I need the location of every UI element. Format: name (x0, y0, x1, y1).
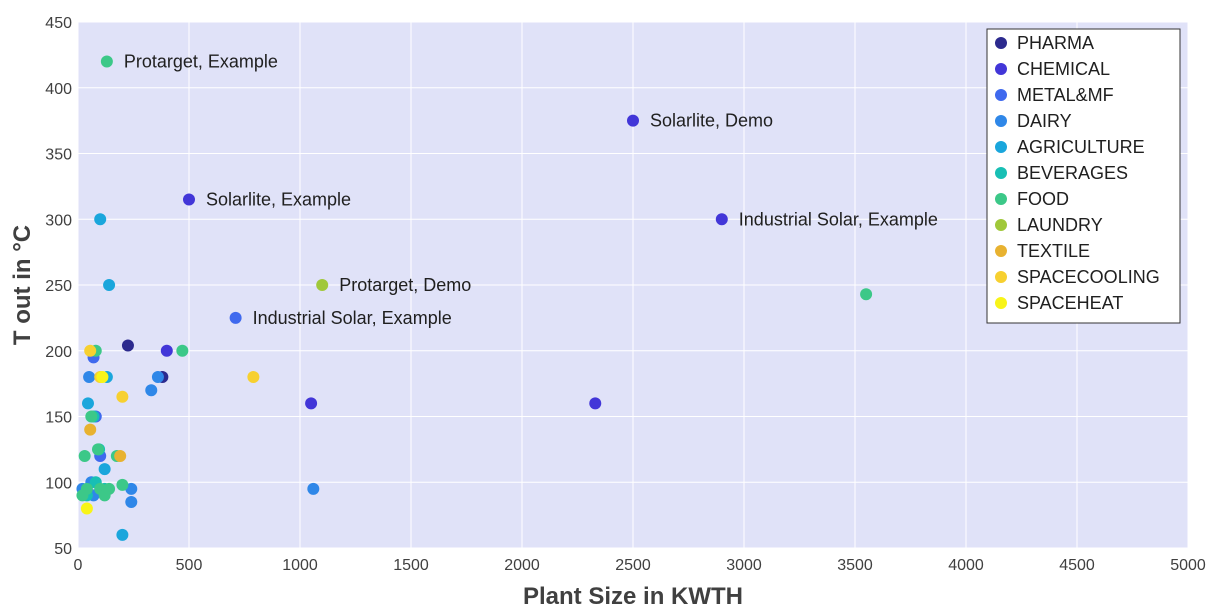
data-point-food (116, 478, 129, 491)
legend-marker (995, 245, 1007, 257)
data-point-textile (114, 449, 127, 462)
legend-entry: FOOD (1017, 189, 1069, 209)
data-point-food (78, 449, 91, 462)
annotation-label: Solarlite, Example (206, 190, 351, 210)
y-tick-label: 450 (45, 15, 72, 32)
x-tick-label: 3500 (837, 557, 873, 574)
data-point-spacecooling (247, 371, 260, 384)
data-point-food (76, 489, 89, 502)
data-point-chemical (627, 114, 639, 127)
data-point-food (103, 482, 116, 495)
legend-box (986, 28, 1181, 324)
legend-entry: DAIRY (1017, 111, 1072, 131)
legend-entry: AGRICULTURE (1017, 137, 1145, 157)
y-tick-label: 150 (45, 410, 72, 427)
legend-marker (995, 63, 1007, 75)
y-tick-label: 300 (45, 212, 72, 229)
legend-marker (995, 37, 1007, 49)
x-axis-title: Plant Size in KWTH (523, 583, 743, 608)
annotation-label: Solarlite, Demo (650, 111, 773, 131)
data-point-dairy (145, 384, 158, 397)
data-point-agriculture (103, 279, 116, 291)
data-point-spacecooling (84, 344, 97, 357)
data-point-food (176, 344, 189, 357)
legend-marker (995, 193, 1007, 205)
data-point-agriculture (81, 397, 94, 410)
legend-entry: TEXTILE (1017, 241, 1090, 261)
legend-marker (995, 219, 1007, 231)
legend: PHARMA CHEMICAL METAL&MF DAIRY AGRICULTURE BE… (986, 28, 1181, 324)
y-tick-label: 250 (45, 278, 72, 295)
data-point-textile (84, 423, 97, 436)
data-point-chemical (305, 397, 318, 410)
data-point-dairy (83, 371, 96, 384)
y-axis-title: T out in °C (9, 225, 36, 345)
data-point-dairy (151, 371, 164, 384)
y-tick-label: 400 (45, 81, 72, 98)
legend-entry: BEVERAGES (1017, 163, 1128, 183)
y-tick-label: 200 (45, 344, 72, 361)
legend-marker (995, 271, 1007, 283)
x-tick-label: 1500 (393, 557, 429, 574)
legend-marker (995, 297, 1007, 309)
data-point-pharma (121, 339, 134, 352)
data-point-food (100, 55, 113, 68)
legend-entry: LAUNDRY (1017, 215, 1103, 235)
x-tick-label: 2500 (615, 557, 651, 574)
legend-marker (995, 115, 1007, 127)
x-axis-ticks: 0 500 1000 1500 2000 2500 3000 3500 4000 4500 5000 (74, 557, 1206, 574)
legend-entry: SPACECOOLING (1017, 267, 1160, 287)
data-point-spaceheat (80, 502, 93, 515)
data-point-metal-mf (229, 311, 242, 324)
legend-entry: CHEMICAL (1017, 59, 1110, 79)
data-point-dairy (125, 495, 138, 508)
annotation-label: Industrial Solar, Example (739, 209, 938, 229)
data-point-chemical (183, 193, 195, 206)
y-tick-label: 100 (45, 475, 72, 492)
data-point-agriculture (116, 528, 129, 541)
x-tick-label: 5000 (1170, 557, 1206, 574)
annotation-label: Protarget, Example (124, 51, 278, 71)
data-point-food (85, 410, 98, 423)
data-point-food (860, 288, 873, 301)
legend-marker (995, 89, 1007, 101)
data-point-spaceheat (96, 371, 109, 384)
data-point-chemical (160, 344, 173, 357)
data-point-spacecooling (116, 390, 129, 403)
data-point-food (91, 443, 104, 456)
annotation-label: Industrial Solar, Example (253, 308, 452, 328)
x-tick-label: 500 (176, 557, 203, 574)
x-tick-label: 4000 (948, 557, 984, 574)
data-point-laundry (316, 279, 329, 291)
y-tick-label: 350 (45, 147, 72, 164)
annotations: Protarget, Example Solarlite, Demo Solarli… (124, 51, 938, 327)
legend-marker (995, 141, 1007, 153)
y-tick-label: 50 (54, 541, 72, 558)
data-points (76, 55, 873, 541)
data-point-agriculture (98, 463, 111, 476)
y-axis-ticks: 50 100 150 200 250 300 350 400 450 (45, 15, 72, 558)
x-tick-label: 2000 (504, 557, 540, 574)
x-tick-label: 1000 (282, 557, 318, 574)
legend-entry: PHARMA (1017, 33, 1094, 53)
x-tick-label: 3000 (726, 557, 762, 574)
legend-entry: METAL&MF (1017, 85, 1114, 105)
annotation-label: Protarget, Demo (339, 275, 471, 295)
legend-entry: SPACEHEAT (1017, 293, 1123, 313)
data-point-agriculture (94, 213, 107, 226)
x-tick-label: 4500 (1059, 557, 1095, 574)
data-point-chemical (589, 397, 602, 410)
legend-marker (995, 167, 1007, 179)
x-tick-label: 0 (74, 557, 83, 574)
data-point-dairy (307, 482, 320, 495)
data-point-chemical (715, 213, 728, 226)
